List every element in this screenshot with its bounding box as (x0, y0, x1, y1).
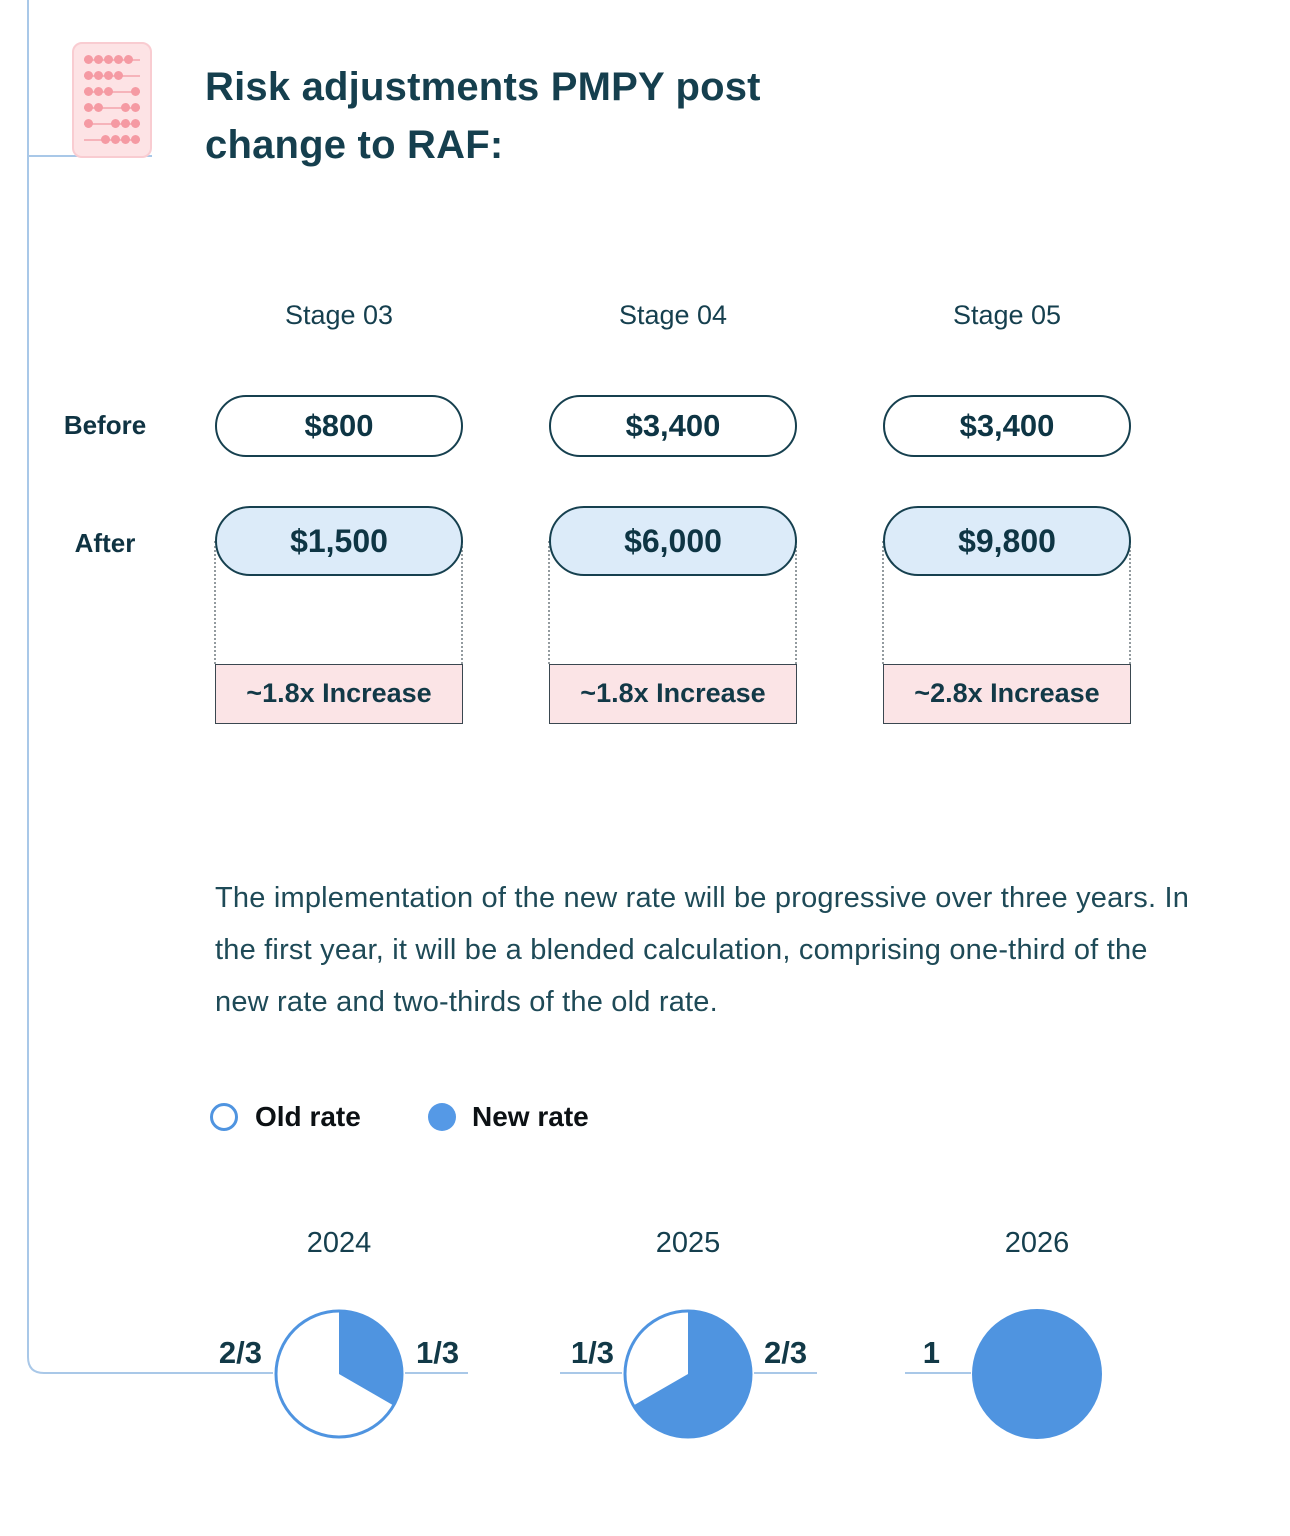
stage-03-header: Stage 03 (284, 300, 394, 330)
abacus-icon (72, 42, 152, 158)
increase-badge-stage-05: ~2.8x Increase (883, 664, 1131, 724)
pie-2026-left-label: 1 (922, 1335, 940, 1370)
before-value-stage-03: $800 (215, 395, 463, 457)
abacus-row (84, 135, 140, 145)
pie-year-2024: 2024 (306, 1227, 372, 1259)
abacus-row (84, 87, 140, 97)
increase-badge-stage-03: ~1.8x Increase (215, 664, 463, 724)
after-row-label: After (74, 528, 136, 558)
abacus-row (84, 55, 140, 65)
stage-04-header: Stage 04 (618, 300, 728, 330)
page-title: Risk adjustments PMPY post change to RAF… (205, 65, 761, 167)
old-rate-swatch-icon (210, 1103, 238, 1131)
body-paragraph: The implementation of the new rate will … (215, 882, 1190, 1019)
pie-2024-left-label: 2/3 (218, 1335, 262, 1370)
pie-chart-2025 (622, 1308, 754, 1440)
pie-year-2026: 2026 (1004, 1227, 1070, 1259)
pie-2024-right-label: 1/3 (416, 1335, 460, 1370)
dotted-guide (1129, 541, 1131, 664)
after-value-stage-05: $9,800 (883, 506, 1131, 576)
pie-2025-left-label: 1/3 (570, 1335, 614, 1370)
new-rate-legend-label: New rate (472, 1101, 589, 1132)
after-value-stage-03: $1,500 (215, 506, 463, 576)
dotted-guide (461, 541, 463, 664)
abacus-row (84, 71, 140, 81)
increase-badge-stage-04: ~1.8x Increase (549, 664, 797, 724)
after-value-stage-04: $6,000 (549, 506, 797, 576)
abacus-row (84, 103, 140, 113)
new-rate-swatch-icon (428, 1103, 456, 1131)
before-row-label: Before (63, 410, 147, 440)
before-value-stage-05: $3,400 (883, 395, 1131, 457)
pie-2026-right-label (1113, 1336, 1225, 1370)
old-rate-legend-label: Old rate (255, 1101, 361, 1132)
pie-2025-right-label: 2/3 (764, 1335, 808, 1370)
dotted-guide (795, 541, 797, 664)
pie-year-2025: 2025 (655, 1227, 721, 1259)
dotted-guide (882, 541, 884, 664)
pie-chart-2024 (273, 1308, 405, 1440)
stage-05-header: Stage 05 (952, 300, 1062, 330)
before-value-stage-04: $3,400 (549, 395, 797, 457)
dotted-guide (214, 541, 216, 664)
dotted-guide (548, 541, 550, 664)
abacus-row (84, 119, 140, 129)
pie-chart-2026 (971, 1308, 1103, 1440)
